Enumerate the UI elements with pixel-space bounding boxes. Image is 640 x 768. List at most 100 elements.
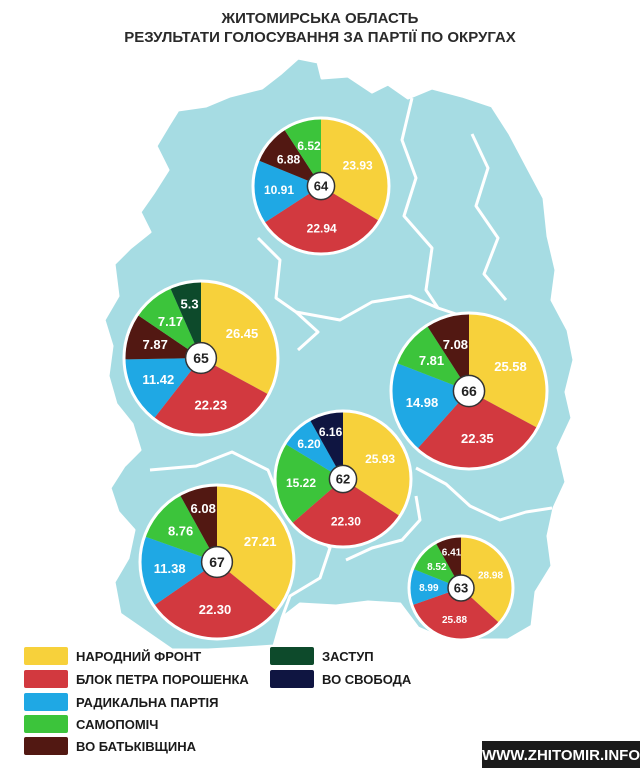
chart-title-line1: ЖИТОМИРСЬКА ОБЛАСТЬ xyxy=(221,10,419,27)
pie-slice-64-sam xyxy=(283,118,321,186)
legend-swatch-nf xyxy=(24,647,68,665)
pie-slice-62-bpp xyxy=(291,479,400,547)
credit-background xyxy=(482,741,640,768)
pie-slice-67-nf xyxy=(217,485,294,611)
district-border-b xyxy=(295,294,439,322)
legend-swatch-rp xyxy=(24,693,68,711)
pie-slice-67-sam xyxy=(144,494,217,562)
pie-district-66: 25.58 22.35 14.98 7.817.08 66 xyxy=(389,311,549,471)
legend-item-rp: РАДИКАЛЬНА ПАРТІЯ xyxy=(24,693,218,711)
pie-center-64 xyxy=(306,171,336,201)
pie-slice-62-rp xyxy=(284,419,343,479)
pie-label-63-sam: 8.52 xyxy=(427,562,447,573)
legend-swatch-bat xyxy=(24,737,68,755)
pie-center-63 xyxy=(447,574,475,602)
pie-label-63-bat: 6.41 xyxy=(442,547,462,558)
pie-rim-63 xyxy=(407,534,515,642)
legend-swatch-zastup xyxy=(270,647,314,665)
pie-label-63-bpp: 25.88 xyxy=(442,615,467,626)
pie-label-64-rp: 10.91 xyxy=(264,183,294,197)
district-border-d xyxy=(470,133,508,301)
pie-district-64: 23.93 22.94 10.91 6.886.52 64 xyxy=(251,116,391,256)
district-number-65: 65 xyxy=(193,350,209,366)
pie-label-67-bat: 6.08 xyxy=(191,501,216,516)
pie-label-62-sam: 15.22 xyxy=(286,476,316,490)
pie-slice-64-bat xyxy=(258,128,321,186)
pie-slice-67-rp xyxy=(140,536,217,606)
pie-slice-62-svoboda xyxy=(309,411,343,479)
pie-rim-67 xyxy=(138,483,296,641)
legend: НАРОДНИЙ ФРОНТ БЛОК ПЕТРА ПОРОШЕНКА РАДИ… xyxy=(24,647,412,755)
legend-item-svoboda: ВО СВОБОДА xyxy=(270,670,412,688)
pie-label-65-bpp: 22.23 xyxy=(195,397,228,412)
pie-slice-66-bpp xyxy=(417,391,538,470)
pie-slice-67-bpp xyxy=(153,562,277,639)
district-number-66: 66 xyxy=(461,383,477,399)
legend-label-bat: ВО БАТЬКІВЩИНА xyxy=(76,739,197,754)
pie-district-62: 25.93 22.30 15.22 6.206.16 62 xyxy=(273,409,413,549)
pie-slice-67-bat xyxy=(179,485,217,562)
pie-center-67 xyxy=(200,545,234,579)
legend-swatch-bpp xyxy=(24,670,68,688)
pie-slice-65-sam xyxy=(137,287,201,358)
pie-slice-64-rp xyxy=(252,160,321,223)
pie-district-67: 27.21 22.30 11.38 8.76 6.08 67 xyxy=(138,483,296,641)
pie-label-62-svoboda: 6.16 xyxy=(319,425,343,439)
pie-label-65-rp: 11.42 xyxy=(142,372,174,387)
pie-slice-62-sam xyxy=(275,443,343,524)
district-number-63: 63 xyxy=(454,581,468,596)
legend-label-sam: САМОПОМІЧ xyxy=(76,717,158,732)
chart-title-line2: РЕЗУЛЬТАТИ ГОЛОСУВАННЯ ЗА ПАРТІЇ ПО ОКРУ… xyxy=(124,29,516,46)
district-number-64: 64 xyxy=(314,179,329,194)
district-number-62: 62 xyxy=(336,472,350,487)
pie-slice-63-nf xyxy=(461,536,513,624)
pie-label-66-rp: 14.98 xyxy=(406,395,439,410)
pie-label-62-rp: 6.20 xyxy=(297,437,321,451)
pie-slice-66-sam xyxy=(396,325,469,391)
legend-item-bat: ВО БАТЬКІВЩИНА xyxy=(24,737,197,755)
pie-slice-65-nf xyxy=(201,281,278,395)
pie-label-63-nf: 28.98 xyxy=(478,571,503,582)
pie-slice-65-bat xyxy=(123,314,201,360)
pie-label-62-nf: 25.93 xyxy=(365,452,395,466)
pie-district-63: 28.98 25.88 8.99 8.52 6.41 63 xyxy=(407,534,515,642)
pie-label-64-bpp: 22.94 xyxy=(307,221,337,235)
pie-slice-66-bat xyxy=(426,313,469,391)
pie-label-66-bat: 7.08 xyxy=(443,337,468,352)
pie-rim-64 xyxy=(251,116,391,256)
pie-slice-65-zastup xyxy=(170,280,201,358)
pie-slice-64-bpp xyxy=(263,186,380,254)
legend-label-svoboda: ВО СВОБОДА xyxy=(322,672,412,687)
pie-label-62-bpp: 22.30 xyxy=(331,514,361,528)
legend-label-nf: НАРОДНИЙ ФРОНТ xyxy=(76,649,201,664)
pie-label-66-bpp: 22.35 xyxy=(461,431,494,446)
district-pies: 23.93 22.94 10.91 6.886.52 64 26.45 22.23 11.42… xyxy=(122,116,549,642)
pie-district-65: 26.45 22.23 11.42 7.87 7.17 5.3 65 xyxy=(122,279,280,437)
pie-label-65-nf: 26.45 xyxy=(226,326,259,341)
district-border-g xyxy=(415,466,553,522)
credit-badge: WWW.ZHITOMIR.INFO xyxy=(482,741,640,768)
pie-label-67-nf: 27.21 xyxy=(244,534,277,549)
pie-label-64-bat: 6.88 xyxy=(277,152,301,166)
legend-item-bpp: БЛОК ПЕТРА ПОРОШЕНКА xyxy=(24,670,249,688)
pie-slice-62-nf xyxy=(343,411,411,517)
legend-label-bpp: БЛОК ПЕТРА ПОРОШЕНКА xyxy=(76,672,249,687)
pie-rim-65 xyxy=(122,279,280,437)
credit-text: WWW.ZHITOMIR.INFO xyxy=(482,747,640,764)
legend-item-sam: САМОПОМІЧ xyxy=(24,715,158,733)
pie-label-64-sam: 6.52 xyxy=(297,139,321,153)
legend-swatch-sam xyxy=(24,715,68,733)
pie-center-62 xyxy=(328,464,358,494)
legend-label-zastup: ЗАСТУП xyxy=(322,649,374,664)
pie-slice-64-nf xyxy=(321,118,389,222)
legend-swatch-svoboda xyxy=(270,670,314,688)
pie-label-66-nf: 25.58 xyxy=(494,359,527,374)
pie-slice-66-rp xyxy=(391,362,469,450)
pie-label-67-bpp: 22.30 xyxy=(199,602,232,617)
district-number-67: 67 xyxy=(209,554,225,570)
pie-label-66-sam: 7.81 xyxy=(419,353,444,368)
pie-rim-62 xyxy=(273,409,413,549)
district-border-a xyxy=(256,236,320,352)
pie-label-63-rp: 8.99 xyxy=(419,583,439,594)
